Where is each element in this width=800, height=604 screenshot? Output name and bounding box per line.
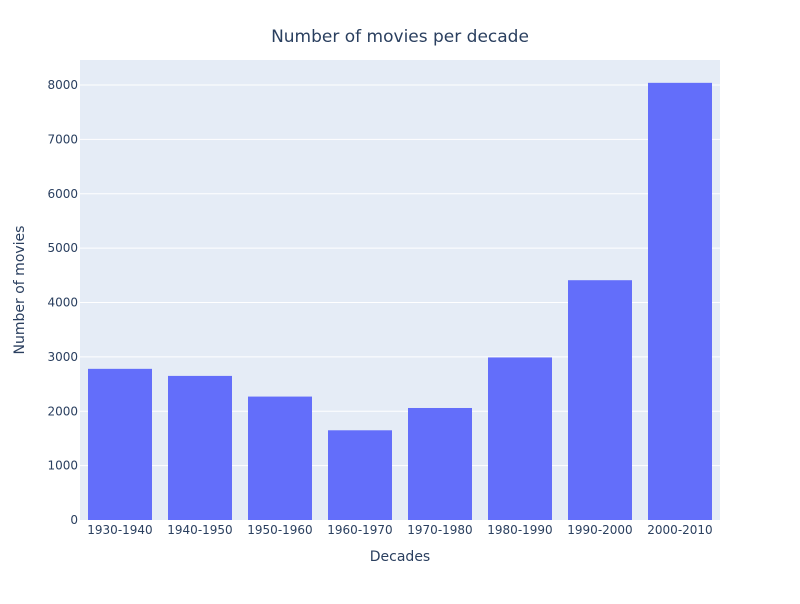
y-tick-label: 6000 bbox=[47, 187, 78, 201]
x-tick-label: 1990-2000 bbox=[567, 523, 632, 537]
y-axis-label: Number of movies bbox=[12, 226, 28, 355]
y-tick-label: 1000 bbox=[47, 459, 78, 473]
y-tick-label: 5000 bbox=[47, 241, 78, 255]
x-tick-label: 1940-1950 bbox=[167, 523, 232, 537]
x-tick-label: 1930-1940 bbox=[87, 523, 152, 537]
y-tick-label: 3000 bbox=[47, 350, 78, 364]
y-tick-label: 4000 bbox=[47, 296, 78, 310]
bar bbox=[568, 280, 632, 520]
y-tick-label: 7000 bbox=[47, 132, 78, 146]
y-tick-label: 0 bbox=[70, 513, 78, 527]
y-tick-labels: 0 1000 2000 3000 4000 5000 6000 7000 8000 bbox=[47, 78, 78, 527]
bars bbox=[88, 82, 712, 520]
x-axis-label: Decades bbox=[370, 549, 430, 565]
x-tick-label: 1960-1970 bbox=[327, 523, 392, 537]
bar bbox=[408, 407, 472, 520]
bar bbox=[248, 396, 312, 520]
x-tick-label: 1980-1990 bbox=[487, 523, 552, 537]
bar bbox=[168, 375, 232, 520]
y-tick-label: 2000 bbox=[47, 404, 78, 418]
bar bbox=[648, 82, 712, 520]
bar bbox=[88, 368, 152, 520]
x-tick-label: 1970-1980 bbox=[407, 523, 472, 537]
bar bbox=[328, 430, 392, 520]
chart-title: Number of movies per decade bbox=[271, 27, 529, 47]
x-tick-label: 2000-2010 bbox=[647, 523, 712, 537]
x-tick-label: 1950-1960 bbox=[247, 523, 312, 537]
x-tick-labels: 1930-1940 1940-1950 1950-1960 1960-1970 1970… bbox=[87, 523, 712, 537]
y-tick-label: 8000 bbox=[47, 78, 78, 92]
bar bbox=[488, 357, 552, 520]
